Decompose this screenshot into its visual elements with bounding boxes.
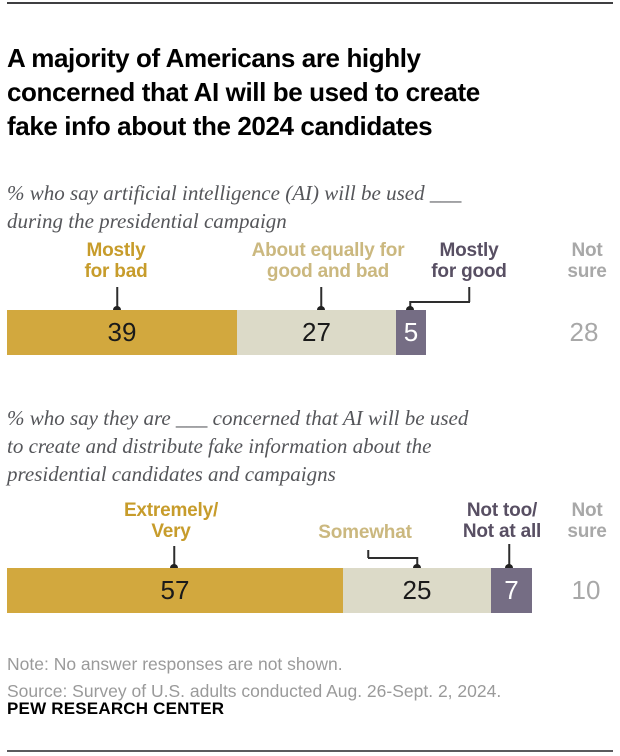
source-text: Source: Survey of U.S. adults conducted … [7, 680, 502, 701]
bar-segment-not-too: 7 [491, 568, 532, 613]
leader-line-elbow-drop [416, 557, 418, 565]
note-text: Note: No answer responses are not shown. [7, 653, 343, 674]
leader-line [320, 287, 322, 308]
leader-line [508, 544, 510, 565]
leader-line [116, 287, 118, 308]
leader-line-elbow-vertical [468, 287, 470, 302]
category-label-not-sure: Not sure [567, 240, 607, 282]
leader-line-elbow-horizontal [410, 301, 470, 303]
leader-line [173, 546, 175, 565]
page-title: A majority of Americans are highly conce… [7, 43, 480, 142]
category-label-not-sure: Not sure [567, 500, 607, 542]
stacked-bar-1: 39 27 5 [7, 310, 426, 355]
bar-segment-mostly-for-good: 5 [396, 310, 426, 355]
leader-line-elbow-vertical [367, 550, 369, 558]
leader-line-elbow-drop [409, 301, 411, 309]
bar-segment-mostly-for-bad: 39 [7, 310, 237, 355]
chart-1-ai-use-good-bad: Mostly for bad About equally for good an… [0, 237, 620, 369]
bar-segment-somewhat: 25 [343, 568, 491, 613]
top-divider-rule [7, 2, 613, 4]
category-label-somewhat: Somewhat [318, 522, 412, 543]
category-label-not-too: Not too/ Not at all [462, 500, 542, 542]
stacked-bar-2: 57 25 7 [7, 568, 532, 613]
not-sure-value: 10 [571, 575, 601, 605]
bar-segment-about-equally: 27 [237, 310, 396, 355]
chart-2-subtitle: % who say they are ___ concerned that AI… [7, 406, 469, 486]
pew-research-center-logo: PEW RESEARCH CENTER [7, 699, 225, 718]
category-label-mostly-for-good: Mostly for good [431, 240, 507, 282]
leader-line-elbow-horizontal [368, 557, 418, 559]
not-sure-value: 28 [569, 317, 599, 347]
category-label-about-equally: About equally for good and bad [251, 240, 405, 282]
category-label-extremely-very: Extremely/ Very [123, 500, 219, 542]
chart-2-concern-level: Extremely/ Very Somewhat Not too/ Not at… [0, 497, 620, 629]
bar-segment-extremely-very: 57 [7, 568, 343, 613]
chart-1-subtitle: % who say artificial intelligence (AI) w… [7, 181, 462, 233]
category-label-mostly-for-bad: Mostly for bad [84, 240, 148, 282]
bottom-divider-rule [7, 750, 613, 752]
